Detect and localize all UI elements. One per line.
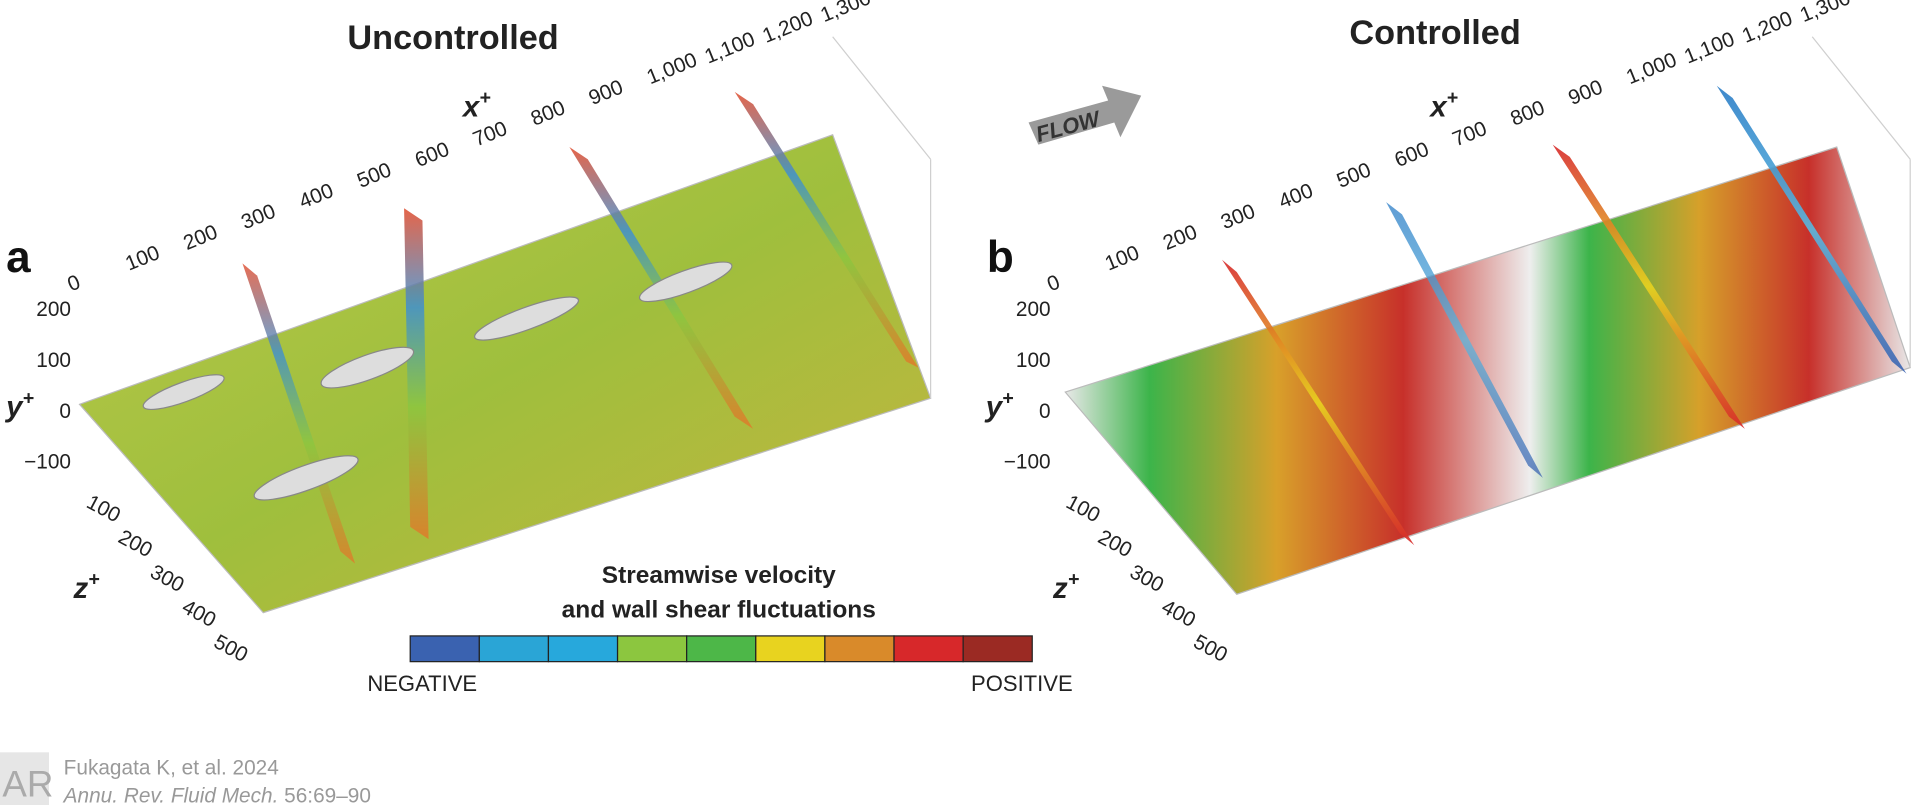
credit-line: Fukagata K, et al. 2024	[64, 756, 279, 779]
axis-label: x+	[1428, 87, 1458, 123]
x-tick-label: 1,100	[1681, 28, 1738, 69]
x-tick-label: 300	[1218, 200, 1259, 234]
axis-label: y+	[4, 387, 34, 423]
x-tick-label: 1,000	[643, 48, 700, 89]
colorbar-cell	[547, 635, 619, 663]
citation: 56:69–90	[278, 785, 371, 805]
panel-label: b	[987, 233, 1014, 282]
x-tick-label: 1,200	[759, 7, 816, 48]
z-tick-label: 300	[146, 560, 187, 597]
axis-label: z+	[1052, 569, 1080, 605]
axis-superscript: +	[22, 387, 34, 409]
axis-name: x	[1428, 90, 1448, 123]
z-tick-label: 400	[178, 595, 219, 632]
colorbar-title: and wall shear fluctuations	[562, 597, 876, 624]
panel-label: a	[6, 233, 31, 282]
z-tick-label: 200	[115, 525, 156, 562]
z-tick-label: 300	[1126, 560, 1167, 597]
x-tick-label: 600	[1391, 138, 1432, 172]
x-tick-label: 1,200	[1739, 7, 1796, 48]
axis-label: z+	[72, 569, 100, 605]
x-tick-label: 1,000	[1623, 48, 1680, 89]
panel-title: Controlled	[1349, 14, 1520, 52]
x-tick-label: 200	[1160, 220, 1201, 254]
colorbar-cell	[755, 635, 826, 663]
colorbar-cell	[893, 635, 964, 663]
y-tick-label: 100	[1016, 349, 1051, 372]
x-tick-label: 900	[1565, 76, 1606, 110]
x-tick-label: 300	[238, 200, 279, 234]
z-tick-label: 100	[83, 491, 124, 528]
colorbar-cell	[824, 635, 895, 663]
axis-superscript: +	[1447, 87, 1459, 109]
journal: Annu. Rev. Fluid Mech.	[62, 785, 279, 805]
y-tick-label: 100	[36, 349, 71, 372]
x-tick-label: 1,100	[701, 28, 758, 69]
z-tick-label: 200	[1094, 525, 1135, 562]
z-tick-label: 400	[1158, 595, 1199, 632]
x-tick-label: 100	[122, 241, 163, 275]
axis-superscript: +	[1002, 387, 1014, 409]
flow-arrow: FLOW	[1028, 85, 1142, 147]
axis-name: z	[72, 572, 88, 605]
x-tick-label: 500	[354, 158, 395, 192]
axis-name: x	[461, 90, 481, 123]
colorbar-min: NEGATIVE	[367, 671, 477, 696]
x-tick-label: 400	[296, 179, 337, 213]
scene-a	[78, 36, 932, 614]
y-tick-label: 200	[1016, 298, 1051, 321]
y-tick-label: −100	[24, 451, 71, 474]
axis-superscript: +	[479, 87, 491, 109]
x-tick-label: 600	[412, 138, 453, 172]
colorbar-title: Streamwise velocity	[602, 562, 836, 589]
colorbar-cell	[962, 635, 1033, 663]
x-tick-label: 400	[1276, 179, 1317, 213]
y-tick-label: 200	[36, 298, 71, 321]
x-tick-label: 1,300	[817, 0, 874, 27]
axis-label: x+	[461, 87, 491, 123]
x-tick-label: 200	[180, 220, 221, 254]
x-tick-label: 800	[528, 96, 569, 130]
colorbar-cell	[409, 635, 480, 663]
x-tick-label: 1,300	[1797, 0, 1854, 27]
x-tick-label: 800	[1507, 96, 1548, 130]
x-tick-label: 900	[586, 76, 627, 110]
colorbar-cell	[478, 635, 550, 663]
credit: AR Fukagata K, et al. 2024 Annu. Rev. Fl…	[0, 752, 371, 805]
x-tick-label: 100	[1102, 241, 1143, 275]
y-tick-label: 0	[1039, 400, 1051, 423]
axis-superscript: +	[88, 569, 100, 591]
logo: AR	[2, 763, 53, 804]
x-tick-label: 700	[1449, 117, 1490, 151]
z-tick-label: 500	[210, 630, 251, 667]
colorbar-cell	[616, 635, 688, 663]
x-tick-label: 0	[1044, 271, 1063, 297]
y-tick-label: 0	[59, 400, 71, 423]
z-tick-label: 500	[1190, 630, 1231, 667]
axis-label: y+	[984, 387, 1014, 423]
z-tick-label: 100	[1062, 491, 1103, 528]
axis-name: y	[4, 391, 24, 424]
scene-b	[1064, 36, 1911, 595]
credit-citation: Annu. Rev. Fluid Mech. 56:69–90	[62, 785, 371, 805]
panel-title: Uncontrolled	[347, 19, 558, 57]
axis-superscript: +	[1068, 569, 1080, 591]
colorbar-max: POSITIVE	[971, 671, 1073, 696]
y-tick-label: −100	[1004, 451, 1051, 474]
x-tick-label: 500	[1333, 158, 1374, 192]
axis-name: y	[984, 391, 1004, 424]
colorbar	[409, 635, 1033, 663]
colorbar-cell	[686, 635, 757, 663]
x-tick-label: 0	[64, 271, 83, 297]
axis-name: z	[1052, 572, 1068, 605]
